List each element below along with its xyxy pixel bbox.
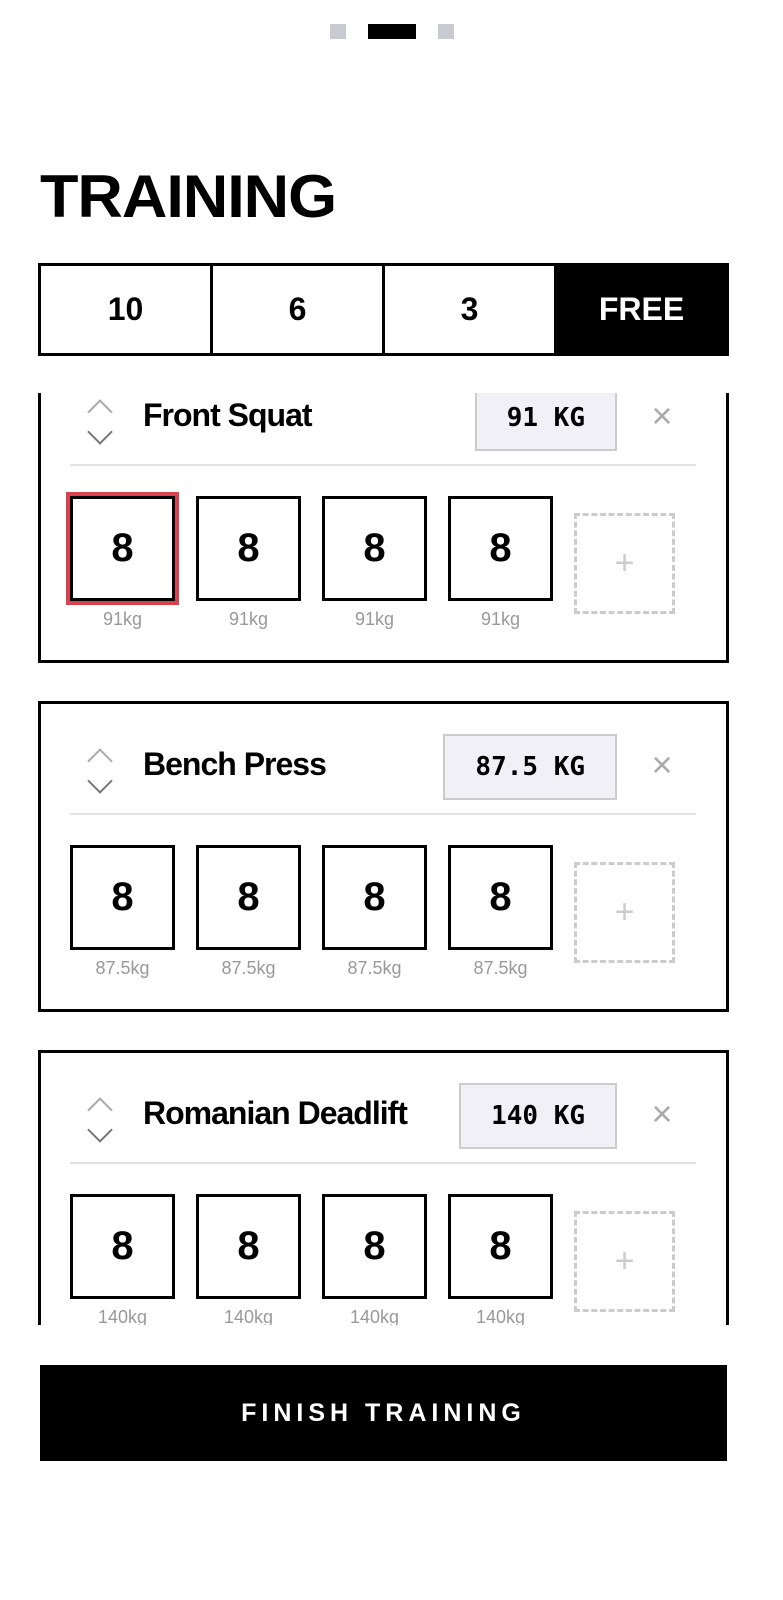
set: 8 91kg — [448, 496, 553, 630]
reorder-control — [87, 395, 113, 445]
set-weight-label: 87.5kg — [473, 958, 528, 978]
close-icon[interactable]: × — [651, 395, 673, 436]
set: 8 87.5kg — [196, 845, 301, 979]
close-icon[interactable]: × — [651, 744, 673, 785]
chevron-down-icon[interactable] — [87, 1117, 113, 1143]
set-weight-label: 91kg — [228, 609, 269, 629]
sets-row: 8 91kg 8 91kg 8 91kg 8 91kg + — [66, 492, 675, 630]
set: 8 140kg — [196, 1194, 301, 1325]
divider — [70, 464, 696, 466]
set-reps-box[interactable]: 8 — [448, 845, 553, 950]
exercise-name: Bench Press — [143, 746, 327, 782]
set: 8 91kg — [196, 496, 301, 630]
plus-icon: + — [614, 544, 635, 582]
tab-3[interactable]: 3 — [385, 266, 557, 353]
set-reps-box[interactable]: 8 — [196, 845, 301, 950]
set-reps-box[interactable]: 8 — [70, 845, 175, 950]
page-dot[interactable] — [437, 24, 454, 39]
set-reps-box[interactable]: 8 — [70, 1194, 175, 1299]
set-weight-label: 87.5kg — [221, 958, 276, 978]
add-set-button[interactable]: + — [574, 513, 675, 614]
chevron-down-icon[interactable] — [87, 768, 113, 794]
plus-icon: + — [614, 1242, 635, 1280]
set-weight-label: 140kg — [475, 1307, 526, 1325]
sets-row: 8 140kg 8 140kg 8 140kg 8 140kg + — [70, 1194, 675, 1325]
set-reps-box[interactable]: 8 — [322, 496, 427, 601]
exercise-weight-button[interactable]: 91 KG — [474, 393, 617, 451]
exercise-list[interactable]: Front Squat 91 KG × 8 91kg 8 91kg 8 91kg 8 91kg… — [0, 393, 783, 1325]
set-weight-label: 91kg — [354, 609, 395, 629]
tab-6[interactable]: 6 — [213, 266, 385, 353]
set: 8 87.5kg — [70, 845, 175, 979]
set-reps-box[interactable]: 8 — [448, 1194, 553, 1299]
chevron-down-icon[interactable] — [87, 419, 113, 445]
page-dot-active[interactable] — [367, 24, 416, 39]
exercise-name: Romanian Deadlift — [143, 1095, 408, 1131]
plus-icon: + — [614, 893, 635, 931]
set-reps-box[interactable]: 8 — [322, 845, 427, 950]
reorder-control — [87, 744, 113, 794]
exercise-weight-button[interactable]: 87.5 KG — [443, 734, 617, 800]
set: 8 87.5kg — [322, 845, 427, 979]
add-set-button[interactable]: + — [574, 862, 675, 963]
set-reps-box[interactable]: 8 — [196, 496, 301, 601]
sets-row: 8 87.5kg 8 87.5kg 8 87.5kg 8 87.5kg + — [70, 845, 675, 979]
set-weight-label: 140kg — [349, 1307, 400, 1325]
add-set-button[interactable]: + — [574, 1211, 675, 1312]
close-icon[interactable]: × — [651, 1093, 673, 1134]
reorder-control — [87, 1093, 113, 1143]
set-weight-label: 140kg — [223, 1307, 274, 1325]
set-weight-label: 140kg — [97, 1307, 148, 1325]
set-weight-label: 87.5kg — [347, 958, 402, 978]
exercise-weight-button[interactable]: 140 KG — [459, 1083, 617, 1149]
divider — [70, 1162, 696, 1164]
set: 8 87.5kg — [448, 845, 553, 979]
set-weight-label: 91kg — [102, 609, 143, 629]
set: 8 140kg — [448, 1194, 553, 1325]
set-reps-box[interactable]: 8 — [448, 496, 553, 601]
set-reps-box[interactable]: 8 — [322, 1194, 427, 1299]
exercise-card: Front Squat 91 KG × 8 91kg 8 91kg 8 91kg 8 91kg… — [38, 393, 729, 663]
exercise-card: Bench Press 87.5 KG × 8 87.5kg 8 87.5kg 8 87.… — [38, 701, 729, 1012]
page-dot[interactable] — [329, 24, 346, 39]
set: 8 91kg — [322, 496, 427, 630]
set: 8 91kg — [66, 492, 179, 630]
set: 8 140kg — [70, 1194, 175, 1325]
rep-scheme-tabs: 10 6 3 FREE — [38, 263, 729, 356]
page-indicator — [0, 24, 783, 39]
set-reps-box[interactable]: 8 — [196, 1194, 301, 1299]
tab-10[interactable]: 10 — [41, 266, 213, 353]
set: 8 140kg — [322, 1194, 427, 1325]
page-title: TRAINING — [40, 163, 337, 230]
exercise-card: Romanian Deadlift 140 KG × 8 140kg 8 140kg 8… — [38, 1050, 729, 1325]
set-reps-box[interactable]: 8 — [66, 492, 179, 605]
set-weight-label: 91kg — [480, 609, 521, 629]
exercise-name: Front Squat — [143, 397, 313, 433]
set-weight-label: 87.5kg — [95, 958, 150, 978]
divider — [70, 813, 696, 815]
tab-free[interactable]: FREE — [557, 266, 726, 353]
finish-training-button[interactable]: FINISH TRAINING — [40, 1365, 727, 1461]
